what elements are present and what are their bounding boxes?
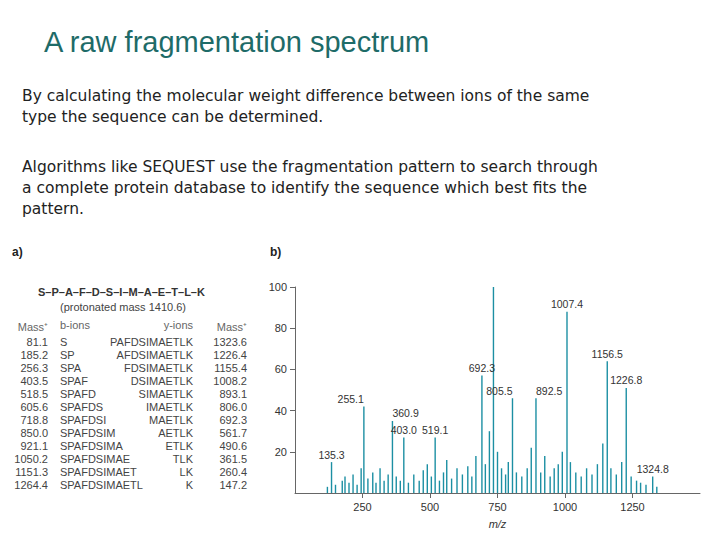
html-text:SPAFDSI: SPAFDSI — [60, 414, 107, 426]
html-text:ETLK: ETLK — [165, 440, 193, 452]
svg-text:80: 80 — [275, 322, 287, 334]
html-text:SPAFD: SPAFD — [60, 388, 96, 400]
html-text:By calculating the molecular w: By calculating the molecular weight diff… — [22, 87, 590, 105]
html-text:AFDSIMAETLK: AFDSIMAETLK — [116, 349, 193, 361]
svg-text:1324.8: 1324.8 — [637, 463, 669, 475]
html-text:403.5: 403.5 — [20, 375, 48, 387]
html-text:518.5: 518.5 — [20, 388, 48, 400]
svg-text:100: 100 — [269, 281, 287, 293]
svg-text:360.9: 360.9 — [392, 407, 418, 419]
html-text:185.2: 185.2 — [20, 349, 48, 361]
html-text:893.1: 893.1 — [219, 388, 247, 400]
html-text:921.1: 921.1 — [20, 440, 48, 452]
svg-text:500: 500 — [421, 501, 439, 513]
html-text:y-ions: y-ions — [163, 319, 193, 331]
html-text:SPAFDS: SPAFDS — [60, 401, 104, 413]
svg-text:60: 60 — [275, 363, 287, 375]
html-text:a complete protein database to: a complete protein database to identify … — [22, 179, 587, 197]
html-text:AETLK: AETLK — [158, 427, 193, 439]
html-text:SPA: SPA — [60, 362, 82, 374]
html-text:1226.4: 1226.4 — [213, 349, 247, 361]
html-text:1323.6: 1323.6 — [213, 336, 247, 348]
html-text:1264.4: 1264.4 — [14, 479, 48, 491]
html-text:PAFDSIMAETLK: PAFDSIMAETLK — [110, 336, 193, 348]
html-text:1155.4: 1155.4 — [214, 362, 247, 374]
html-text:605.6: 605.6 — [20, 401, 48, 413]
html-text:type the sequence can be deter: type the sequence can be determined. — [22, 108, 324, 126]
html-text:b-ions: b-ions — [60, 319, 90, 331]
svg-text:m/z: m/z — [489, 518, 507, 530]
html-text:Mass⁺: Mass⁺ — [216, 321, 247, 333]
html-text:SPAFDSIM: SPAFDSIM — [60, 427, 116, 439]
html-text:K: K — [185, 479, 193, 491]
svg-text:1007.4: 1007.4 — [551, 298, 583, 310]
svg-text:403.0: 403.0 — [391, 424, 417, 436]
html-text:(protonated mass 1410.6): (protonated mass 1410.6) — [60, 301, 186, 313]
html-text:a): a) — [12, 245, 23, 259]
html-text:256.3: 256.3 — [20, 362, 48, 374]
html-text:361.5: 361.5 — [219, 453, 247, 465]
html-text:SP: SP — [60, 349, 75, 361]
svg-text:40: 40 — [275, 405, 287, 417]
html-text:81.1: 81.1 — [26, 336, 48, 348]
svg-text:692.3: 692.3 — [469, 362, 495, 374]
html-text:LK: LK — [179, 466, 193, 478]
svg-text:1250: 1250 — [620, 501, 644, 513]
html-text:pattern.: pattern. — [22, 200, 84, 218]
svg-text:1156.5: 1156.5 — [592, 348, 623, 360]
html-text:561.7: 561.7 — [219, 427, 247, 439]
svg-text:1000: 1000 — [553, 501, 577, 513]
html-text:147.2: 147.2 — [219, 479, 247, 491]
html-text:TLK: TLK — [172, 453, 193, 465]
html-text:SPAFDSIMAET: SPAFDSIMAET — [60, 466, 137, 478]
html-text:260.4: 260.4 — [219, 466, 247, 478]
html-text:S: S — [60, 336, 68, 348]
html-text:MAETLK: MAETLK — [149, 414, 193, 426]
svg-text:519.1: 519.1 — [422, 424, 448, 436]
html-text:SIMAETLK: SIMAETLK — [138, 388, 193, 400]
svg-text:1226.8: 1226.8 — [610, 374, 642, 386]
html-text:SPAFDSIMA: SPAFDSIMA — [60, 440, 123, 452]
svg-text:250: 250 — [353, 501, 371, 513]
html-text:FDSIMAETLK: FDSIMAETLK — [123, 362, 193, 374]
html-text:SPAFDSIMAETL: SPAFDSIMAETL — [60, 479, 143, 491]
svg-text:805.5: 805.5 — [486, 385, 512, 397]
svg-text:20: 20 — [275, 446, 287, 458]
html-text:Mass⁺: Mass⁺ — [17, 321, 48, 333]
html-text:IMAETLK: IMAETLK — [145, 401, 193, 413]
html-text:1050.2: 1050.2 — [14, 453, 48, 465]
html-text:850.0: 850.0 — [20, 427, 48, 439]
html-text:806.0: 806.0 — [219, 401, 247, 413]
svg-text:255.1: 255.1 — [338, 393, 364, 405]
html-text:S–P–A–F–D–S–I–M–A–E–T–L–K: S–P–A–F–D–S–I–M–A–E–T–L–K — [38, 286, 205, 298]
html-text:SPAF: SPAF — [60, 375, 88, 387]
html-text:DSIMAETLK: DSIMAETLK — [130, 375, 193, 387]
html-text:1151.3: 1151.3 — [15, 466, 48, 478]
svg-text:135.3: 135.3 — [318, 449, 344, 461]
html-text:A raw fragmentation spectrum: A raw fragmentation spectrum — [44, 26, 430, 58]
html-text:b): b) — [270, 245, 282, 259]
html-text:SPAFDSIMAE: SPAFDSIMAE — [60, 453, 131, 465]
html-text:718.8: 718.8 — [20, 414, 48, 426]
svg-text:750: 750 — [488, 501, 506, 513]
html-text:Algorithms like SEQUEST use th: Algorithms like SEQUEST use the fragment… — [22, 158, 598, 176]
html-text:1008.2: 1008.2 — [213, 375, 247, 387]
svg-text:892.5: 892.5 — [536, 385, 562, 397]
html-text:692.3: 692.3 — [219, 414, 247, 426]
html-text:490.6: 490.6 — [219, 440, 247, 452]
